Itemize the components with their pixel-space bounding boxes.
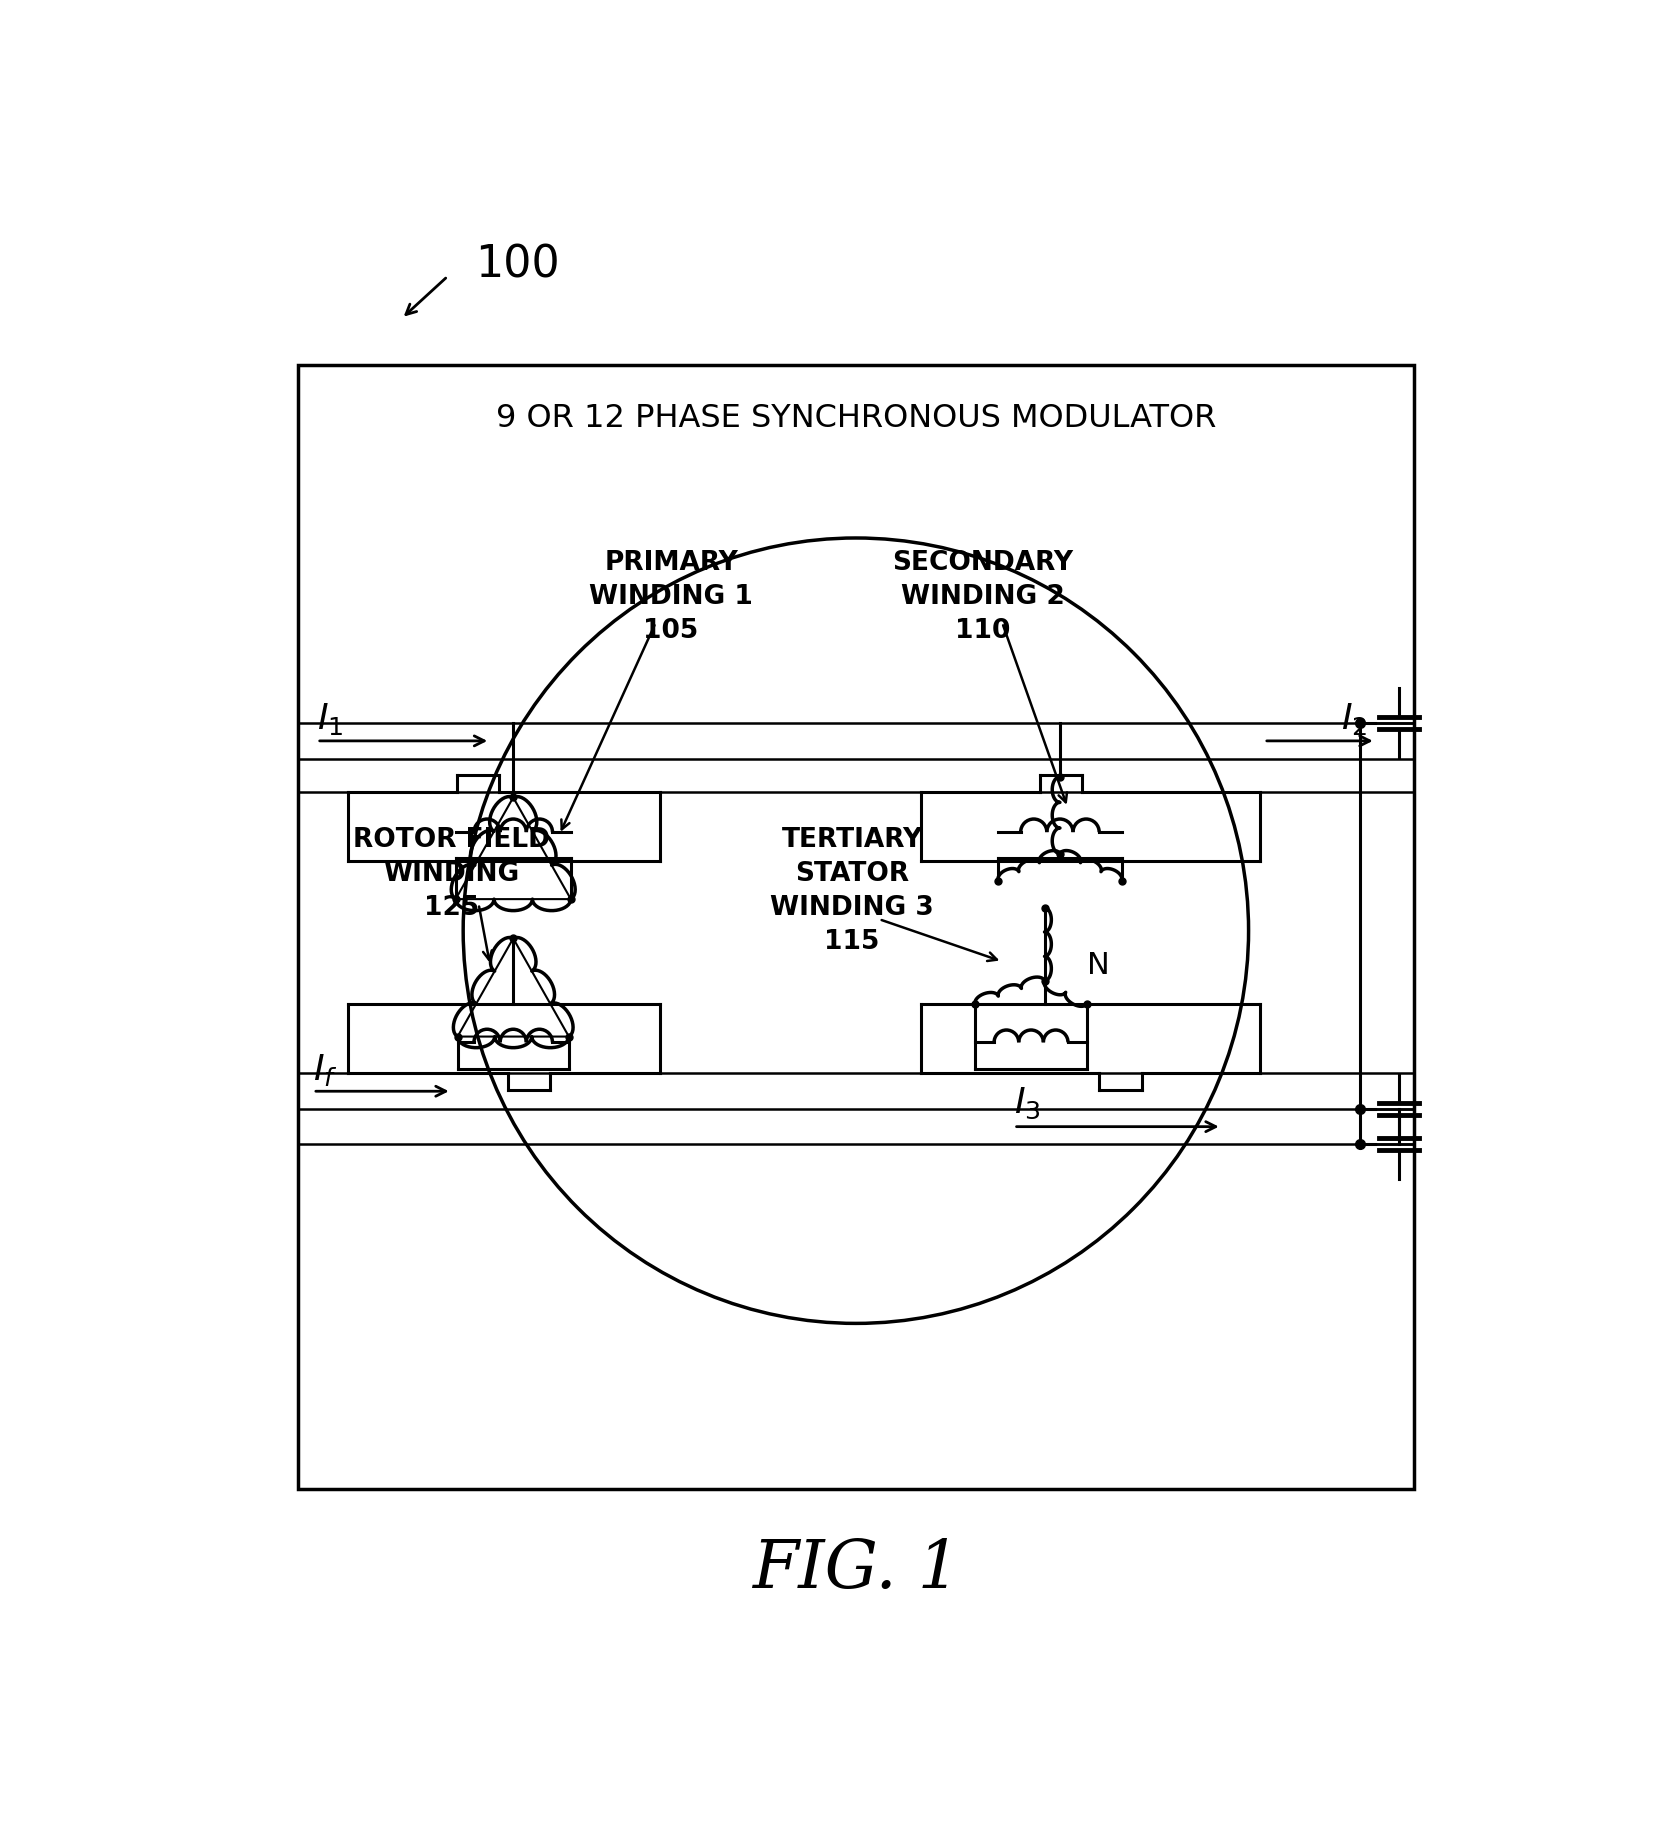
Text: 9 OR 12 PHASE SYNCHRONOUS MODULATOR: 9 OR 12 PHASE SYNCHRONOUS MODULATOR xyxy=(496,402,1216,434)
Text: $I_2$: $I_2$ xyxy=(1341,701,1368,737)
Text: TERTIARY
STATOR
WINDING 3
115: TERTIARY STATOR WINDING 3 115 xyxy=(770,827,934,954)
Text: $I_f$: $I_f$ xyxy=(312,1052,337,1087)
Text: $I_3$: $I_3$ xyxy=(1014,1085,1040,1121)
Text: N: N xyxy=(1087,951,1109,980)
Text: ROTOR FIELD
WINDING
125: ROTOR FIELD WINDING 125 xyxy=(352,827,549,921)
Text: $I_1$: $I_1$ xyxy=(317,701,344,737)
Bar xyxy=(297,366,1414,1490)
Text: PRIMARY
WINDING 1
105: PRIMARY WINDING 1 105 xyxy=(590,550,753,644)
Text: SECONDARY
WINDING 2
110: SECONDARY WINDING 2 110 xyxy=(892,550,1074,644)
Text: 100: 100 xyxy=(474,244,559,286)
Text: FIG. 1: FIG. 1 xyxy=(752,1538,960,1602)
